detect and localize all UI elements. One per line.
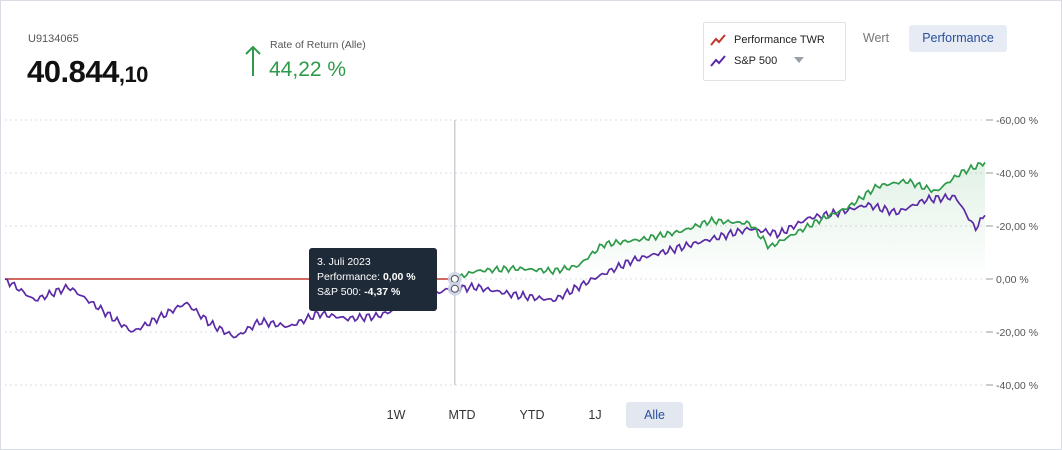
range-button-ytd[interactable]: YTD: [519, 408, 545, 422]
portfolio-value: 40.844,10: [27, 54, 148, 90]
performance-area: [454, 162, 985, 282]
range-button-alle[interactable]: Alle: [626, 402, 683, 428]
account-id: U9134065: [28, 33, 79, 45]
portfolio-value-decimal: ,10: [118, 62, 149, 87]
line-chart-icon: [710, 55, 726, 67]
tooltip-date: 3. Juli 2023: [317, 256, 371, 268]
portfolio-value-main: 40.844: [27, 54, 119, 89]
arrow-up-icon: [245, 45, 261, 76]
y-tick-label: -20,00 %: [996, 327, 1038, 339]
chevron-down-icon[interactable]: [794, 57, 804, 63]
y-tick-label: -40,00 %: [996, 380, 1038, 392]
tooltip-performance-value: 0,00 %: [382, 271, 416, 283]
tooltip-benchmark-value: -4,37 %: [364, 286, 401, 298]
tooltip-benchmark: S&P 500: -4,37 %: [317, 286, 400, 298]
y-tick-label: -60,00 %: [996, 115, 1038, 127]
time-range-selector: 1W MTD YTD 1J Alle: [0, 402, 1062, 428]
chart-tooltip: 3. Juli 2023 Performance: 0,00 % S&P 500…: [309, 248, 437, 311]
series-line-performance: [454, 161, 986, 283]
range-button-mtd[interactable]: MTD: [448, 408, 476, 422]
tooltip-benchmark-label: S&P 500:: [317, 286, 362, 298]
rate-of-return-value: 44,22 %: [269, 58, 347, 81]
legend-label-benchmark: S&P 500: [734, 55, 778, 67]
performance-toggle[interactable]: Performance: [909, 25, 1007, 52]
hover-point-sp500: [450, 284, 459, 293]
rate-of-return-label: Rate of Return (Alle): [270, 39, 366, 51]
hover-point-performance: [450, 275, 459, 283]
y-tick-label: 0,00 %: [996, 274, 1029, 286]
legend-item-benchmark[interactable]: S&P 500: [710, 52, 777, 70]
line-chart-icon: [710, 34, 726, 46]
chart-legend[interactable]: Performance TWR S&P 500: [703, 22, 846, 81]
y-tick-label: -40,00 %: [996, 168, 1038, 180]
tooltip-performance: Performance: 0,00 %: [317, 271, 416, 283]
legend-label-performance: Performance TWR: [734, 34, 825, 46]
y-tick-label: -20,00 %: [996, 221, 1038, 233]
legend-item-performance[interactable]: Performance TWR: [710, 31, 825, 49]
range-button-1j[interactable]: 1J: [588, 408, 602, 422]
tooltip-performance-label: Performance:: [317, 271, 381, 283]
wert-toggle[interactable]: Wert: [862, 31, 890, 45]
range-button-1w[interactable]: 1W: [386, 408, 406, 422]
